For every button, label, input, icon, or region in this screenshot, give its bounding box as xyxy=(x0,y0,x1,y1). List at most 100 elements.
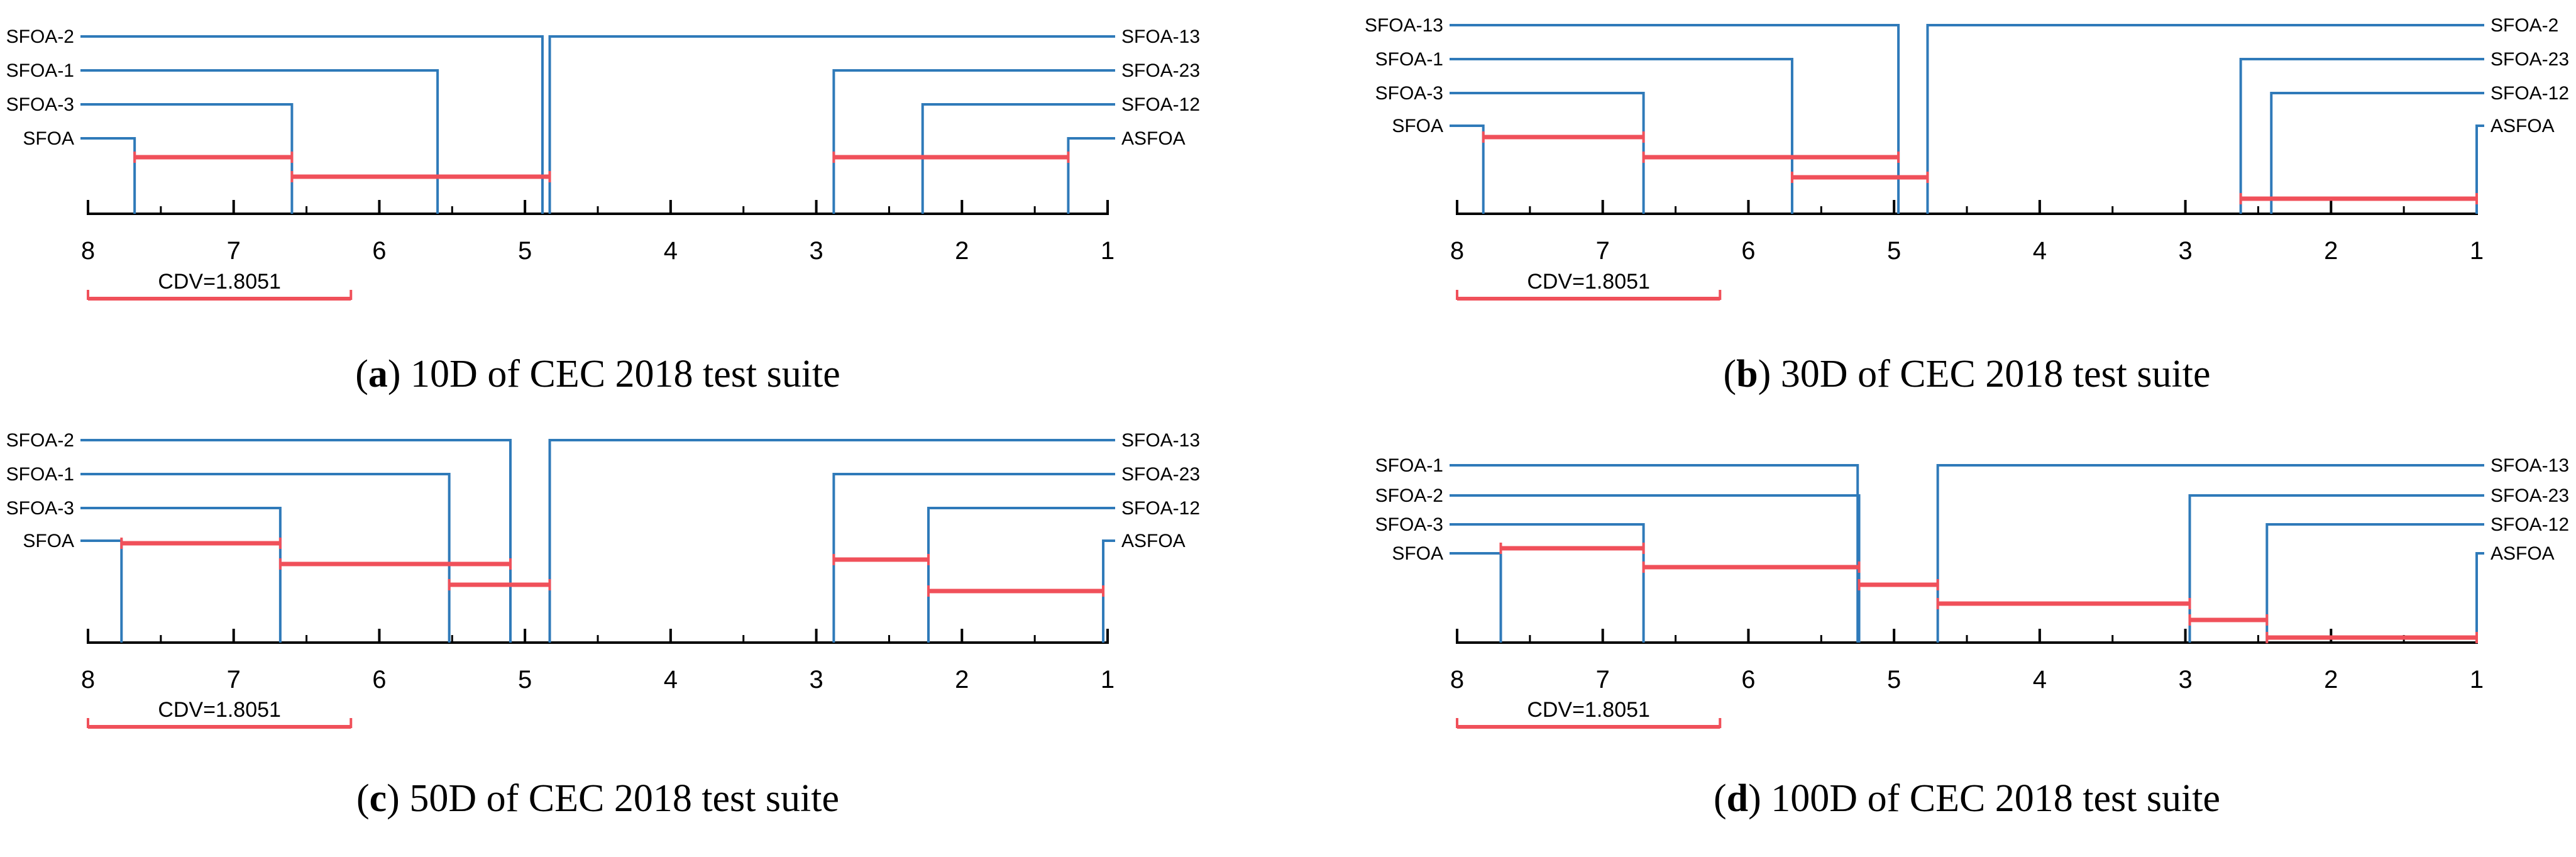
method-connector xyxy=(80,539,123,643)
method-label: SFOA-2 xyxy=(6,430,74,451)
caption-letter: d xyxy=(1727,777,1748,820)
cdv-label: CDV=1.8051 xyxy=(1527,698,1650,722)
tick-label: 6 xyxy=(372,237,386,265)
tick-label: 5 xyxy=(1887,666,1901,694)
tick-label: 5 xyxy=(518,666,532,694)
caption-text: 100D of CEC 2018 test suite xyxy=(1761,777,2220,820)
method-label: SFOA-1 xyxy=(1375,455,1443,476)
method-label: SFOA-23 xyxy=(2491,485,2569,506)
method-label: SFOA-23 xyxy=(1121,60,1200,81)
method-label: SFOA-12 xyxy=(1121,498,1200,519)
panel-caption: (d) 100D of CEC 2018 test suite xyxy=(1714,777,2220,820)
method-connector xyxy=(1926,24,2484,214)
method-connector xyxy=(80,507,282,643)
method-label: SFOA-12 xyxy=(1121,94,1200,115)
method-connector xyxy=(1450,24,1900,214)
method-connector xyxy=(1450,523,1645,643)
method-connector xyxy=(2475,124,2484,214)
method-label: SFOA xyxy=(23,531,74,551)
method-label: SFOA-23 xyxy=(1121,464,1200,485)
method-connector xyxy=(2270,92,2484,214)
method-connector xyxy=(2188,494,2484,643)
tick-label: 6 xyxy=(1741,666,1755,694)
method-connector xyxy=(832,473,1115,643)
panel-d: 8 7 6 5 4 3 2 1 SFOA-1 SFOA-2 SFOA-3 SFOA SFOA-13 SFO… xyxy=(1375,455,2569,820)
tick-label: 7 xyxy=(1596,666,1610,694)
method-connector xyxy=(2265,523,2484,643)
method-connector xyxy=(80,137,136,214)
method-connector xyxy=(832,69,1115,214)
caption-text: 50D of CEC 2018 test suite xyxy=(400,777,839,820)
cdv-label: CDV=1.8051 xyxy=(1527,270,1650,294)
method-label: SFOA-2 xyxy=(6,26,74,47)
panel-caption: (c) 50D of CEC 2018 test suite xyxy=(356,777,839,820)
method-connector xyxy=(80,439,512,643)
cdv-label: CDV=1.8051 xyxy=(158,270,281,294)
tick-label: 8 xyxy=(81,237,95,265)
method-connector xyxy=(2475,552,2484,643)
method-label: SFOA-13 xyxy=(2491,455,2569,476)
method-connector xyxy=(80,35,544,214)
caption-text: 30D of CEC 2018 test suite xyxy=(1771,353,2210,395)
tick-label: 8 xyxy=(1450,237,1464,265)
tick-label: 1 xyxy=(1101,666,1115,694)
tick-label: 3 xyxy=(2178,237,2192,265)
tick-label: 2 xyxy=(955,666,969,694)
tick-label: 7 xyxy=(227,237,241,265)
method-connector xyxy=(80,473,451,643)
tick-label: 3 xyxy=(809,666,823,694)
method-label: SFOA-13 xyxy=(1365,15,1443,36)
tick-label: 6 xyxy=(1741,237,1755,265)
caption-letter: a xyxy=(368,353,388,395)
caption-paren: ( xyxy=(1724,353,1737,395)
tick-label: 2 xyxy=(955,237,969,265)
method-label: SFOA-12 xyxy=(2491,514,2569,535)
method-label: ASFOA xyxy=(2491,116,2555,136)
method-connector xyxy=(548,35,1115,214)
method-label: SFOA-3 xyxy=(6,94,74,115)
tick-label: 1 xyxy=(2470,237,2484,265)
method-label: SFOA-1 xyxy=(1375,49,1443,70)
caption-letter: b xyxy=(1736,353,1758,395)
method-connector xyxy=(80,69,439,214)
method-connector xyxy=(548,439,1115,643)
caption-paren: ) xyxy=(1748,777,1761,820)
method-connector xyxy=(2239,58,2484,214)
method-label: SFOA-2 xyxy=(1375,485,1443,506)
method-connector xyxy=(1450,494,1861,643)
tick-label: 2 xyxy=(2324,666,2338,694)
panel-b: 8 7 6 5 4 3 2 1 SFOA-13 SFOA-1 SFOA-3 SFOA SFOA-2 SFO… xyxy=(1365,15,2569,395)
tick-label: 4 xyxy=(2033,666,2047,694)
tick-label: 3 xyxy=(2178,666,2192,694)
method-connector xyxy=(1450,464,1859,643)
caption-paren: ( xyxy=(1714,777,1727,820)
caption-paren: ) xyxy=(388,353,401,395)
tick-label: 4 xyxy=(2033,237,2047,265)
method-label: SFOA-2 xyxy=(2491,15,2558,36)
caption-paren: ( xyxy=(356,777,370,820)
tick-label: 8 xyxy=(1450,666,1464,694)
tick-label: 2 xyxy=(2324,237,2338,265)
tick-label: 4 xyxy=(664,237,678,265)
tick-label: 3 xyxy=(809,237,823,265)
method-label: ASFOA xyxy=(2491,543,2555,564)
tick-label: 6 xyxy=(372,666,386,694)
method-label: SFOA-1 xyxy=(6,464,74,485)
panel-caption: (b) 30D of CEC 2018 test suite xyxy=(1724,353,2211,395)
method-connector xyxy=(1450,92,1645,214)
tick-label: 7 xyxy=(227,666,241,694)
method-connector xyxy=(921,103,1115,214)
method-connector xyxy=(1067,137,1115,214)
tick-label: 1 xyxy=(2470,666,2484,694)
method-connector xyxy=(1102,539,1115,643)
method-label: SFOA-12 xyxy=(2491,83,2569,104)
method-connector xyxy=(1936,464,2484,643)
tick-label: 7 xyxy=(1596,237,1610,265)
tick-label: 5 xyxy=(1887,237,1901,265)
method-connector xyxy=(927,507,1115,643)
method-label: SFOA-23 xyxy=(2491,49,2569,70)
method-label: SFOA-3 xyxy=(1375,514,1443,535)
caption-text: 10D of CEC 2018 test suite xyxy=(401,353,840,395)
